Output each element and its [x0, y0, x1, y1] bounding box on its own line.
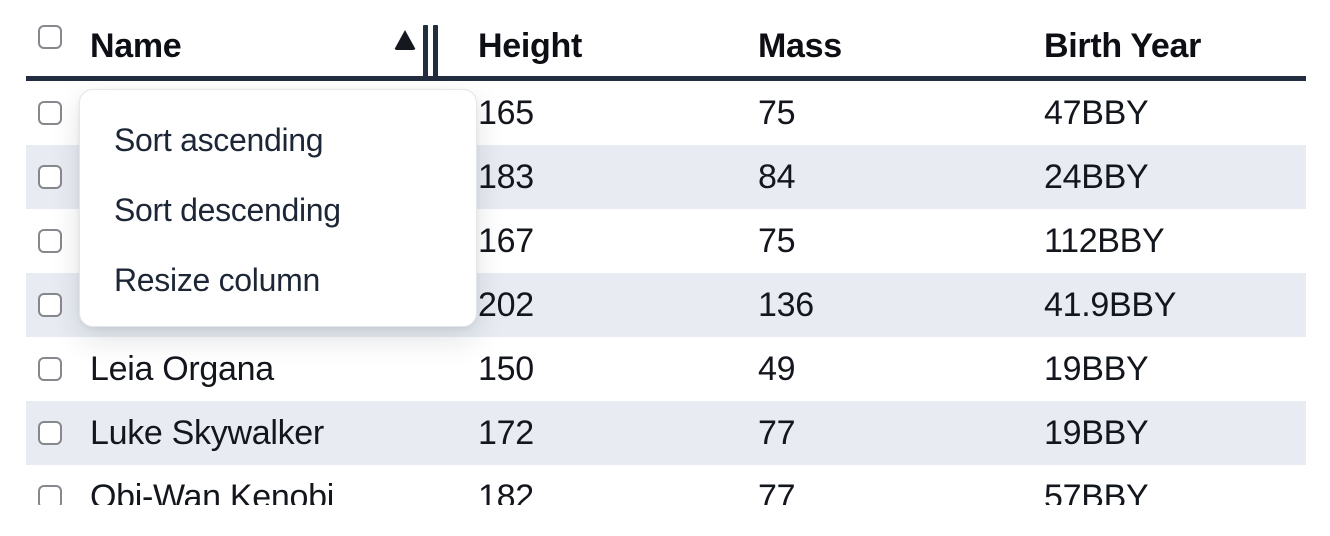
cell-mass: 49 — [758, 349, 796, 388]
column-header-height[interactable]: Height — [478, 27, 582, 65]
table-row[interactable]: Luke Skywalker 172 77 19BBY — [26, 401, 1306, 465]
select-all-cell — [26, 25, 90, 76]
row-checkbox[interactable] — [38, 293, 62, 317]
row-checkbox[interactable] — [38, 485, 62, 505]
cell-name: Obi-Wan Kenobi — [90, 477, 334, 506]
row-checkbox-cell — [26, 421, 90, 445]
cell-mass: 75 — [758, 93, 796, 132]
cell-birth-year: 41.9BBY — [1044, 285, 1177, 324]
column-context-menu: Sort ascending Sort descending Resize co… — [79, 89, 477, 327]
cell-birth-year: 57BBY — [1044, 477, 1149, 506]
cell-birth-year: 112BBY — [1044, 221, 1165, 260]
cell-height: 167 — [478, 221, 534, 260]
cell-birth-year: 19BBY — [1044, 413, 1149, 452]
row-checkbox[interactable] — [38, 421, 62, 445]
cell-name: Leia Organa — [90, 349, 274, 388]
cell-mass: 84 — [758, 157, 796, 196]
cell-mass: 136 — [758, 285, 814, 324]
row-checkbox-cell — [26, 229, 90, 253]
menu-item-resize-column[interactable]: Resize column — [114, 261, 320, 298]
row-checkbox-cell — [26, 357, 90, 381]
column-header-birth-year[interactable]: Birth Year — [1044, 27, 1202, 65]
column-header-mass[interactable]: Mass — [758, 27, 842, 65]
cell-height: 172 — [478, 413, 534, 452]
cell-height: 165 — [478, 93, 534, 132]
table-row[interactable]: Leia Organa 150 49 19BBY — [26, 337, 1306, 401]
cell-height: 183 — [478, 157, 534, 196]
cell-birth-year: 47BBY — [1044, 93, 1149, 132]
menu-item-sort-ascending[interactable]: Sort ascending — [114, 121, 324, 158]
table-row[interactable]: Obi-Wan Kenobi 182 77 57BBY — [26, 465, 1306, 505]
table-header-row: Name Height Mass Birth Year — [26, 0, 1306, 81]
cell-mass: 75 — [758, 221, 796, 260]
cell-name: Luke Skywalker — [90, 413, 324, 452]
row-checkbox-cell — [26, 293, 90, 317]
row-checkbox-cell — [26, 485, 90, 505]
select-all-checkbox[interactable] — [38, 25, 62, 49]
row-checkbox-cell — [26, 165, 90, 189]
cell-height: 182 — [478, 477, 534, 506]
cell-mass: 77 — [758, 477, 796, 506]
row-checkbox[interactable] — [38, 357, 62, 381]
sort-ascending-icon — [394, 30, 416, 50]
column-resize-handle-icon[interactable] — [423, 25, 439, 77]
cell-height: 202 — [478, 285, 534, 324]
row-checkbox[interactable] — [38, 229, 62, 253]
menu-item-sort-descending[interactable]: Sort descending — [114, 191, 341, 228]
cell-birth-year: 19BBY — [1044, 349, 1149, 388]
cell-mass: 77 — [758, 413, 796, 452]
cell-birth-year: 24BBY — [1044, 157, 1149, 196]
column-header-name[interactable]: Name — [90, 27, 182, 65]
row-checkbox[interactable] — [38, 101, 62, 125]
row-checkbox[interactable] — [38, 165, 62, 189]
row-checkbox-cell — [26, 101, 90, 125]
cell-height: 150 — [478, 349, 534, 388]
